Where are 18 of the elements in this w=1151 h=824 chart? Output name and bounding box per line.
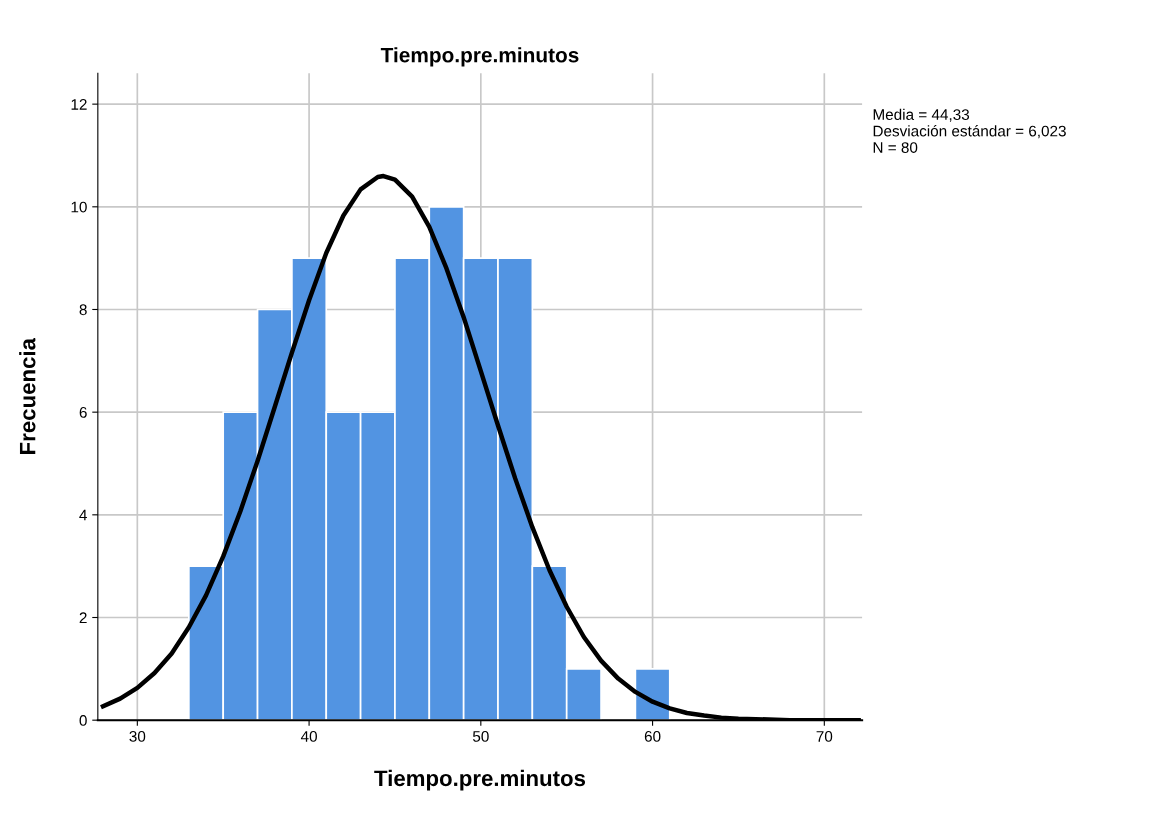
text: Media = 44,33 [873,108,970,122]
y-tick-label: 0 [79,715,87,726]
y-tick-label: 2 [79,612,87,624]
text: Desviación estándar = 6,023 [873,125,1066,139]
y-axis-title: Frecuencia [19,337,36,454]
y-tick-label: 8 [79,304,87,316]
y-tick-label: 6 [79,407,87,418]
x-tick-label: 70 [816,731,833,742]
y-tick-label: 12 [71,99,87,110]
chart-title: Tiempo.pre.minutos [380,47,579,67]
y-tick-label: 10 [71,201,87,213]
y-tick-label: 4 [79,509,87,521]
x-tick-label: 40 [300,731,317,742]
x-tick-label: 30 [129,731,146,742]
x-axis-title: Tiempo.pre.minutos [374,769,586,791]
x-tick-label: 60 [644,731,661,742]
x-tick-label: 50 [472,731,489,742]
text: N = 80 [873,142,918,153]
